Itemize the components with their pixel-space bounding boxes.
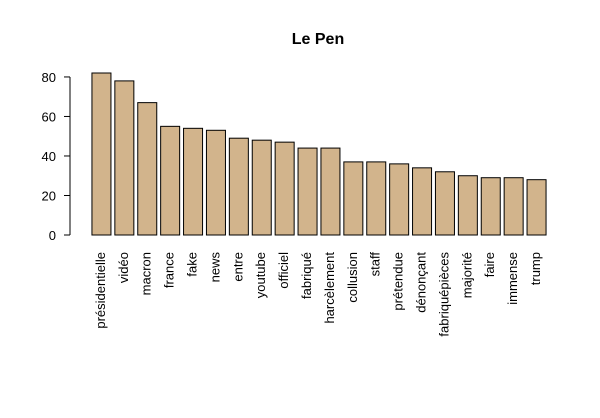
bar-4	[183, 127, 204, 236]
bar-5	[205, 129, 226, 236]
y-tick-label: 0	[49, 228, 56, 243]
x-category-label: macron	[139, 252, 154, 295]
bar-7	[251, 139, 272, 236]
x-category-label: staff	[368, 252, 383, 277]
x-category-label: harcèlement	[322, 252, 337, 324]
x-category-label: fabriqué	[299, 252, 314, 299]
y-tick-label: 80	[42, 70, 56, 85]
bar-13	[389, 163, 410, 236]
bar-15	[434, 171, 455, 236]
bar-11	[343, 161, 364, 236]
bars-group	[91, 72, 547, 236]
bar-3	[160, 125, 181, 236]
bar-6	[228, 137, 249, 236]
chart-title: Le Pen	[292, 31, 344, 48]
bar-0	[91, 72, 112, 236]
x-category-label: immense	[505, 252, 520, 305]
x-category-label: prétendue	[391, 252, 406, 311]
bar-14	[412, 167, 433, 236]
x-category-label: fake	[184, 252, 199, 277]
bar-2	[137, 102, 158, 236]
x-category-label: fabriquépièces	[436, 252, 451, 337]
x-category-label: dénonçant	[413, 252, 428, 313]
y-axis: 0 20 40 60 80	[42, 70, 71, 243]
bar-1	[114, 80, 135, 236]
y-tick-label: 20	[42, 188, 56, 203]
x-category-label: entre	[230, 252, 245, 282]
x-category-label: collusion	[345, 252, 360, 303]
x-category-label: trump	[528, 252, 543, 285]
bar-8	[274, 141, 295, 236]
bar-12	[366, 161, 387, 236]
x-category-label: faire	[482, 252, 497, 277]
x-category-label: vidéo	[116, 252, 131, 283]
bar-17	[480, 177, 501, 236]
y-tick-label: 60	[42, 109, 56, 124]
x-category-label: présidentielle	[93, 252, 108, 329]
bar-9	[297, 147, 318, 236]
bar-19	[526, 179, 547, 236]
x-axis-labels: présidentielle vidéo macron france fake news e…	[93, 252, 543, 337]
y-tick-label: 40	[42, 149, 56, 164]
bar-16	[457, 175, 478, 236]
x-category-label: news	[207, 252, 222, 283]
bar-18	[503, 177, 524, 236]
bar-10	[320, 147, 341, 236]
x-category-label: youtube	[253, 252, 268, 298]
x-category-label: majorité	[459, 252, 474, 298]
x-category-label: france	[162, 252, 177, 288]
x-category-label: officiel	[276, 252, 291, 289]
